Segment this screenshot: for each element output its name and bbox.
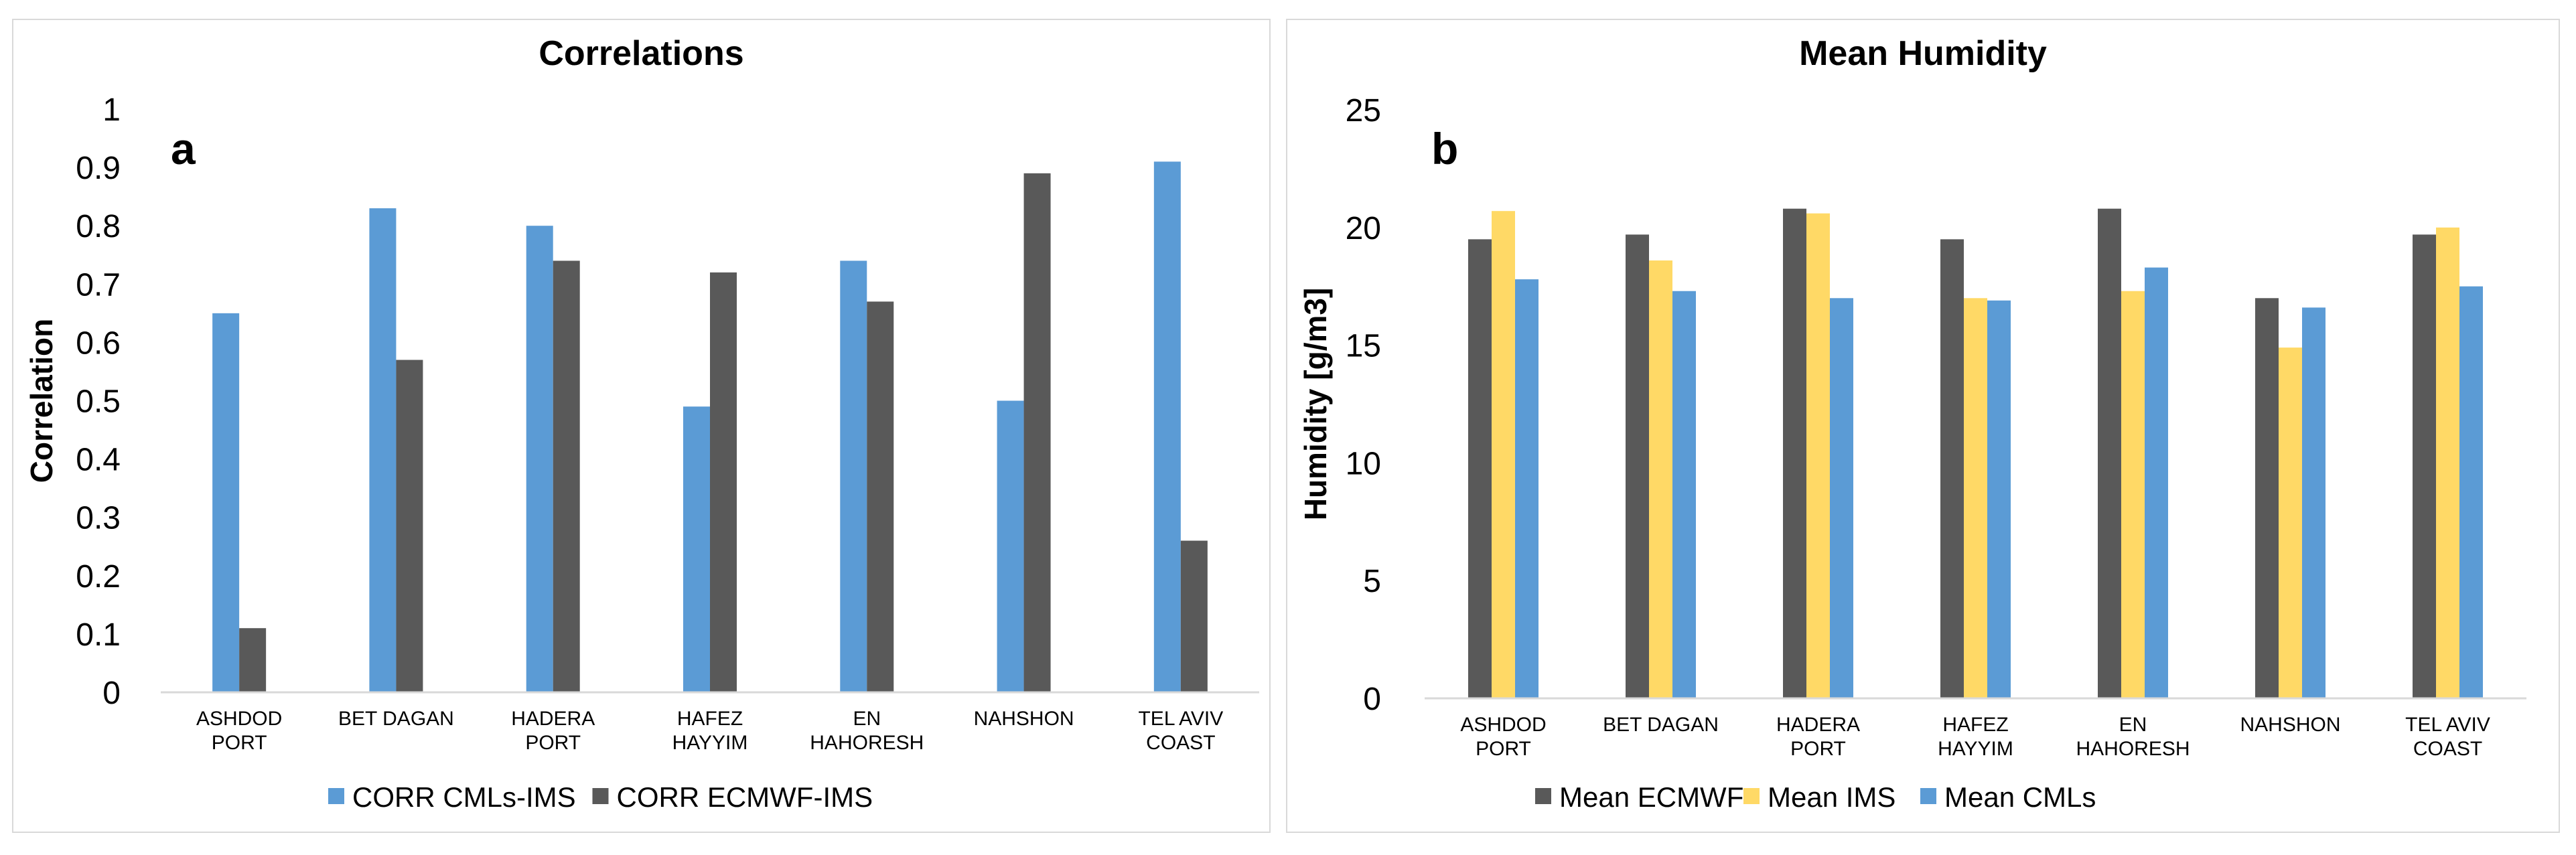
y-tick-label: 15	[1346, 329, 1381, 364]
bar-corr-ecmwf-ims	[867, 301, 894, 692]
chart-title: Mean Humidity	[1799, 34, 2047, 73]
x-tick-label: HAFEZ	[677, 708, 743, 730]
bar-mean-ims	[2279, 347, 2302, 698]
bar-corr-ecmwf-ims	[553, 260, 580, 693]
bar-mean-ecmwf	[1940, 239, 1964, 698]
y-tick-label: 5	[1363, 564, 1381, 599]
bar-mean-ims	[1806, 213, 1830, 699]
x-tick-label: BET DAGAN	[1603, 714, 1719, 736]
legend-swatch	[1743, 788, 1760, 804]
humidity-chart-panel: Mean Humidity b 0 5 10 15 20 25 Humidity [g/m3]…	[1286, 19, 2560, 833]
x-tick-label: NAHSHON	[974, 708, 1074, 730]
x-tick-label: ASHDOD	[1460, 714, 1546, 736]
bar-mean-cmls	[2459, 286, 2483, 698]
bar-mean-cmls	[1987, 300, 2011, 698]
y-tick-label: 0.8	[76, 209, 121, 244]
bar-mean-ims	[2121, 291, 2145, 698]
bar-mean-ecmwf	[1783, 208, 1806, 698]
bar-corr-cmls-ims	[840, 260, 867, 693]
x-tick-label: HADERA	[1776, 714, 1860, 736]
correlations-chart: a 0 0.1 0.2 0.3 0.4 0.5 0.6 0.7 0.8 0.9 1 Correlatio…	[24, 92, 1259, 813]
bar-mean-cmls	[1515, 279, 1539, 699]
y-tick-label: 0.9	[76, 151, 121, 186]
x-tick-label: COAST	[2413, 738, 2482, 760]
correlations-chart-panel: Correlations a 0 0.1 0.2 0.3 0.4 0.5 0.6 0.7 0.8 0…	[12, 19, 1271, 833]
bar-mean-cmls	[2145, 267, 2168, 698]
bar-corr-cmls-ims	[683, 406, 710, 692]
legend-entry: CORR ECMWF-IMS	[617, 781, 873, 813]
x-tick-label: NAHSHON	[2240, 714, 2340, 736]
bar-mean-ims	[2436, 227, 2459, 698]
bar-corr-ecmwf-ims	[1180, 540, 1208, 692]
bar-mean-ims	[1649, 260, 1672, 698]
bar-corr-cmls-ims	[369, 208, 397, 692]
bar-corr-ecmwf-ims	[1023, 173, 1051, 692]
bar-mean-cmls	[2302, 307, 2325, 698]
legend-swatch	[592, 788, 609, 804]
y-tick-label: 0	[1363, 682, 1381, 717]
x-tick-label: COAST	[1146, 732, 1215, 754]
x-tick-label: TEL AVIV	[2405, 714, 2490, 736]
x-tick-label: EN	[2119, 714, 2147, 736]
bar-corr-ecmwf-ims	[396, 360, 423, 692]
x-tick-label: HAHORESH	[810, 732, 924, 754]
panel-letter: a	[171, 124, 196, 173]
y-tick-label: 1	[102, 92, 121, 128]
bar-corr-cmls-ims	[526, 226, 553, 692]
bar-corr-ecmwf-ims	[239, 628, 267, 692]
bar-mean-ecmwf	[1626, 234, 1649, 698]
x-tick-label: TEL AVIV	[1138, 708, 1223, 730]
legend-swatch	[1535, 788, 1551, 804]
y-tick-label: 20	[1346, 211, 1381, 246]
y-tick-label: 0	[102, 676, 121, 711]
y-tick-label: 0.4	[76, 443, 121, 478]
y-axis-label: Correlation	[24, 319, 59, 483]
y-tick-label: 0.3	[76, 501, 121, 536]
x-tick-label: HAYYIM	[1938, 738, 2013, 760]
x-tick-label: HAHORESH	[2076, 738, 2190, 760]
legend-entry: Mean CMLs	[1944, 781, 2096, 813]
panel-letter: b	[1431, 124, 1458, 173]
legend-entry: Mean IMS	[1768, 781, 1895, 813]
x-tick-label: PORT	[1790, 738, 1846, 760]
x-tick-label: BET DAGAN	[338, 708, 454, 730]
bar-mean-cmls	[1830, 298, 1853, 698]
bar-corr-cmls-ims	[997, 400, 1024, 692]
x-tick-label: HAYYIM	[672, 732, 748, 754]
bar-mean-ecmwf	[2255, 298, 2279, 698]
legend-entry: Mean ECMWF	[1559, 781, 1743, 813]
bar-mean-ims	[1964, 298, 1987, 698]
y-tick-label: 0.2	[76, 559, 121, 595]
bar-corr-cmls-ims	[1153, 161, 1181, 692]
x-tick-label: HAFEZ	[1942, 714, 2008, 736]
legend-swatch	[1920, 788, 1936, 804]
x-tick-label: EN	[853, 708, 881, 730]
bar-corr-cmls-ims	[212, 313, 240, 693]
y-tick-label: 10	[1346, 446, 1381, 481]
x-tick-label: PORT	[1476, 738, 1531, 760]
chart-title: Correlations	[539, 34, 744, 73]
bar-mean-cmls	[1672, 291, 1696, 698]
legend-entry: CORR CMLs-IMS	[352, 781, 576, 813]
bar-mean-ecmwf	[2098, 208, 2121, 698]
bar-mean-ecmwf	[1468, 239, 1492, 698]
y-axis-label: Humidity [g/m3]	[1298, 288, 1333, 521]
y-tick-label: 0.6	[76, 325, 121, 361]
x-tick-label: ASHDOD	[196, 708, 282, 730]
bar-corr-ecmwf-ims	[710, 272, 737, 692]
y-tick-label: 25	[1346, 93, 1381, 129]
legend-swatch	[328, 788, 344, 804]
bar-mean-ecmwf	[2413, 234, 2436, 698]
x-tick-label: PORT	[525, 732, 581, 754]
bar-mean-ims	[1492, 211, 1515, 698]
x-tick-label: PORT	[212, 732, 267, 754]
y-tick-label: 0.1	[76, 617, 121, 653]
x-tick-label: HADERA	[511, 708, 595, 730]
y-tick-label: 0.7	[76, 267, 121, 303]
y-tick-label: 0.5	[76, 384, 121, 420]
